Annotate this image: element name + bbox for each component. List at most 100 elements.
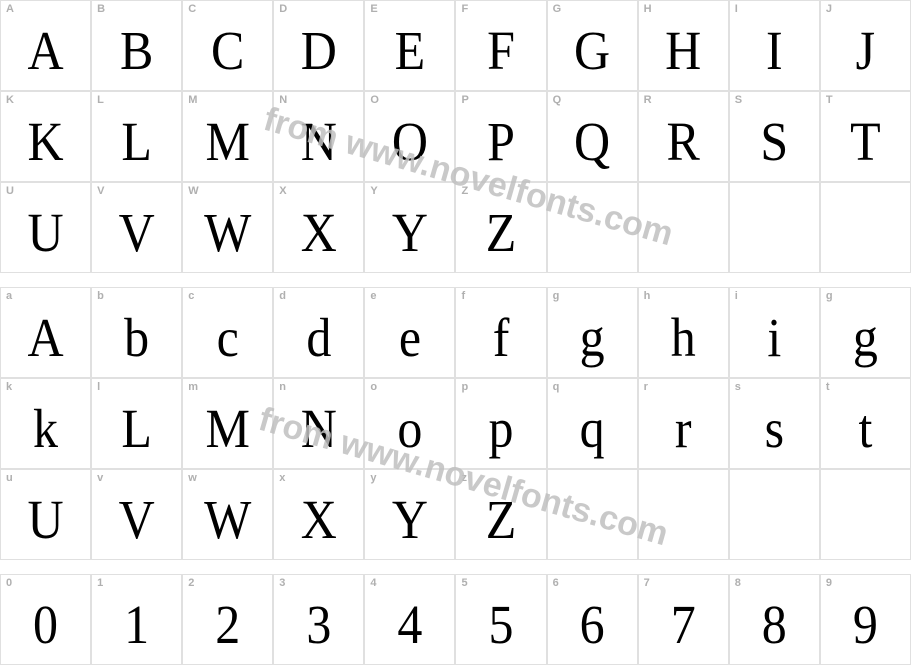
- cell-glyph: D: [274, 0, 363, 94]
- cell-glyph: [548, 179, 637, 277]
- cell-glyph: J: [821, 0, 910, 94]
- glyph-cell: hh: [638, 287, 729, 378]
- glyph-cell: [638, 182, 729, 273]
- glyph-cell: [638, 469, 729, 560]
- glyph-cell: ss: [729, 378, 820, 469]
- glyph-cell: WW: [182, 182, 273, 273]
- cell-glyph: S: [730, 88, 819, 186]
- glyph-cell: 99: [820, 574, 911, 665]
- glyph-cell: PP: [455, 91, 546, 182]
- cell-glyph: N: [274, 375, 363, 473]
- cell-glyph: 1: [92, 571, 181, 668]
- glyph-cell: gg: [820, 287, 911, 378]
- glyph-cell: tt: [820, 378, 911, 469]
- cell-glyph: M: [183, 375, 272, 473]
- glyph-cell: TT: [820, 91, 911, 182]
- cell-glyph: N: [274, 88, 363, 186]
- cell-glyph: k: [1, 375, 90, 473]
- cell-glyph: [730, 466, 819, 564]
- cell-glyph: o: [365, 375, 454, 473]
- cell-glyph: c: [183, 284, 272, 382]
- cell-glyph: 4: [365, 571, 454, 668]
- cell-glyph: L: [92, 88, 181, 186]
- glyph-cell: YY: [364, 182, 455, 273]
- cell-glyph: T: [821, 88, 910, 186]
- cell-glyph: 0: [1, 571, 90, 668]
- cell-glyph: 6: [548, 571, 637, 668]
- glyph-cell: CC: [182, 0, 273, 91]
- glyph-cell: vV: [91, 469, 182, 560]
- glyph-cell: lL: [91, 378, 182, 469]
- cell-glyph: [639, 179, 728, 277]
- glyph-cell: nN: [273, 378, 364, 469]
- glyph-cell: UU: [0, 182, 91, 273]
- cell-glyph: Q: [548, 88, 637, 186]
- glyph-cell: dd: [273, 287, 364, 378]
- glyph-cell: EE: [364, 0, 455, 91]
- glyph-cell: 44: [364, 574, 455, 665]
- cell-glyph: q: [548, 375, 637, 473]
- glyph-cell: HH: [638, 0, 729, 91]
- cell-glyph: 2: [183, 571, 272, 668]
- glyph-cell: BB: [91, 0, 182, 91]
- cell-glyph: d: [274, 284, 363, 382]
- glyph-cell: 22: [182, 574, 273, 665]
- glyph-cell: VV: [91, 182, 182, 273]
- glyph-cell: cc: [182, 287, 273, 378]
- glyph-cell: rr: [638, 378, 729, 469]
- cell-glyph: O: [365, 88, 454, 186]
- glyph-cell: zZ: [455, 469, 546, 560]
- glyph-cell: 11: [91, 574, 182, 665]
- cell-glyph: W: [183, 466, 272, 564]
- glyph-row: 00112233445566778899: [0, 574, 911, 665]
- glyph-cell: ii: [729, 287, 820, 378]
- glyph-cell: QQ: [547, 91, 638, 182]
- cell-glyph: F: [456, 0, 545, 94]
- glyph-cell: xX: [273, 469, 364, 560]
- glyph-cell: 00: [0, 574, 91, 665]
- cell-glyph: [821, 466, 910, 564]
- glyph-cell: kk: [0, 378, 91, 469]
- cell-glyph: A: [1, 0, 90, 94]
- cell-glyph: X: [274, 179, 363, 277]
- cell-glyph: E: [365, 0, 454, 94]
- cell-glyph: U: [1, 179, 90, 277]
- cell-glyph: W: [183, 179, 272, 277]
- cell-glyph: H: [639, 0, 728, 94]
- glyph-cell: 33: [273, 574, 364, 665]
- cell-glyph: 5: [456, 571, 545, 668]
- character-map-grid: AABBCCDDEEFFGGHHIIJJKKLLMMNNOOPPQQRRSSTT…: [0, 0, 911, 665]
- glyph-cell: GG: [547, 0, 638, 91]
- cell-glyph: [548, 466, 637, 564]
- glyph-row: KKLLMMNNOOPPQQRRSSTT: [0, 91, 911, 182]
- glyph-cell: NN: [273, 91, 364, 182]
- cell-glyph: i: [730, 284, 819, 382]
- cell-glyph: [639, 466, 728, 564]
- cell-glyph: h: [639, 284, 728, 382]
- glyph-cell: SS: [729, 91, 820, 182]
- glyph-cell: [547, 469, 638, 560]
- glyph-cell: bb: [91, 287, 182, 378]
- glyph-cell: 55: [455, 574, 546, 665]
- cell-glyph: 9: [821, 571, 910, 668]
- glyph-cell: 66: [547, 574, 638, 665]
- glyph-cell: [820, 182, 911, 273]
- glyph-row: aAbbccddeeffgghhiigg: [0, 287, 911, 378]
- cell-glyph: R: [639, 88, 728, 186]
- cell-glyph: 7: [639, 571, 728, 668]
- cell-glyph: s: [730, 375, 819, 473]
- cell-glyph: M: [183, 88, 272, 186]
- glyph-row: UUVVWWXXYYZZ: [0, 182, 911, 273]
- cell-glyph: r: [639, 375, 728, 473]
- glyph-row: AABBCCDDEEFFGGHHIIJJ: [0, 0, 911, 91]
- cell-glyph: Y: [365, 179, 454, 277]
- glyph-cell: uU: [0, 469, 91, 560]
- cell-glyph: C: [183, 0, 272, 94]
- glyph-cell: aA: [0, 287, 91, 378]
- glyph-cell: [547, 182, 638, 273]
- glyph-cell: [820, 469, 911, 560]
- cell-glyph: g: [821, 284, 910, 382]
- cell-glyph: G: [548, 0, 637, 94]
- glyph-row: uUvVwWxXyYzZ: [0, 469, 911, 560]
- cell-glyph: [821, 179, 910, 277]
